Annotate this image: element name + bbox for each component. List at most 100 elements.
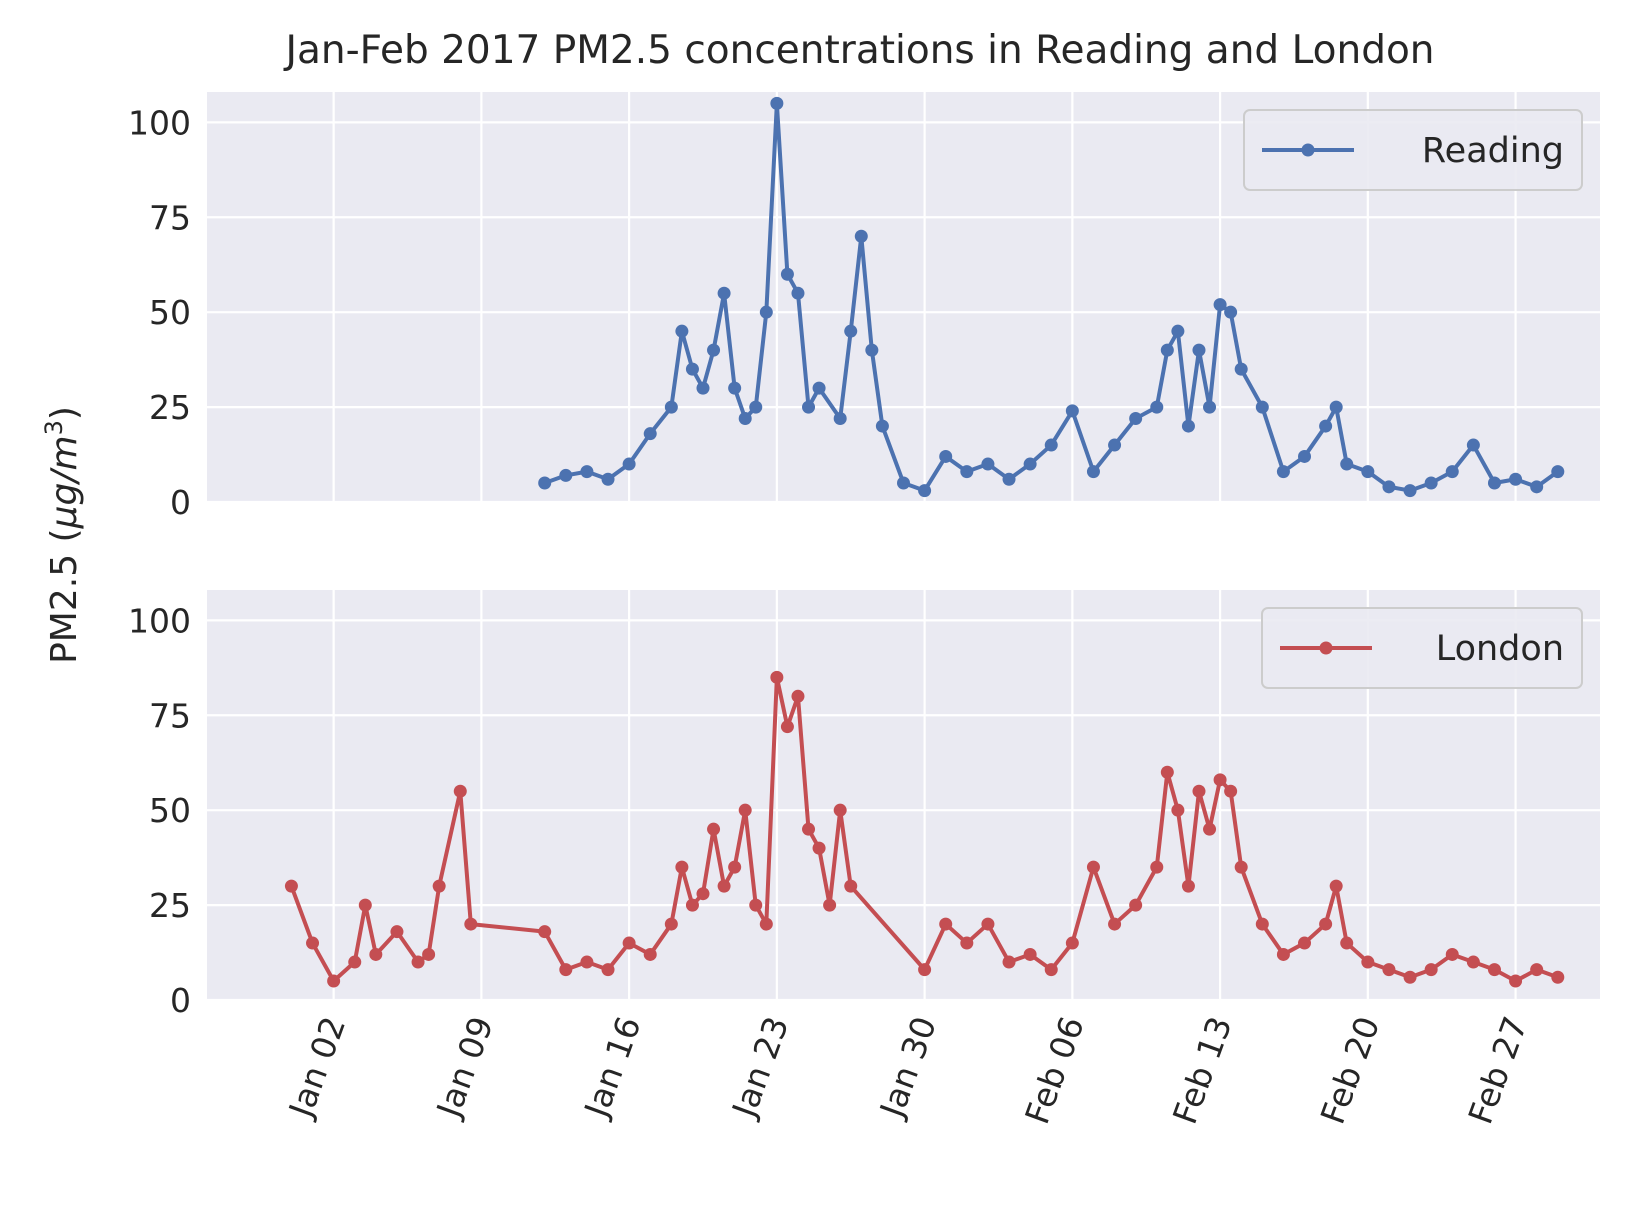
y-tick-label: 100	[128, 103, 191, 142]
data-point-london	[464, 917, 478, 931]
data-point-london	[1224, 784, 1238, 798]
data-point-london	[1108, 917, 1122, 931]
x-tick-label: Jan 16	[576, 1011, 649, 1123]
data-point-london	[1329, 879, 1343, 893]
legend-swatch-marker	[1319, 641, 1333, 655]
data-point-reading	[1509, 472, 1523, 486]
data-point-london	[707, 822, 721, 836]
data-point-reading	[1403, 484, 1417, 498]
data-point-reading	[1213, 298, 1227, 312]
data-point-london	[960, 936, 974, 950]
data-point-london	[1044, 963, 1058, 977]
data-point-london	[1002, 955, 1016, 969]
data-point-london	[1065, 936, 1079, 950]
data-point-reading	[1224, 305, 1238, 319]
data-point-london	[1150, 860, 1164, 874]
data-point-reading	[854, 229, 868, 243]
data-point-london	[685, 898, 699, 912]
data-point-reading	[622, 457, 636, 471]
data-point-london	[833, 803, 847, 817]
data-point-london	[759, 917, 773, 931]
data-point-london	[780, 720, 794, 734]
data-point-reading	[685, 362, 699, 376]
data-point-london	[1340, 936, 1354, 950]
data-point-reading	[1255, 400, 1269, 414]
legend-label: London	[1436, 629, 1564, 669]
data-point-london	[1086, 860, 1100, 874]
data-point-reading	[707, 343, 721, 357]
data-point-london	[369, 947, 383, 961]
data-point-london	[1509, 974, 1523, 988]
data-point-london	[1023, 947, 1037, 961]
data-point-london	[643, 947, 657, 961]
data-point-reading	[1192, 343, 1206, 357]
y-axis-label-main: PM2.5 (	[44, 528, 85, 664]
data-point-london	[1466, 955, 1480, 969]
data-point-reading	[601, 472, 615, 486]
data-point-reading	[1108, 438, 1122, 452]
data-point-reading	[1044, 438, 1058, 452]
data-point-london	[1192, 784, 1206, 798]
x-tick-label: Jan 23	[724, 1011, 797, 1123]
data-point-london	[284, 879, 298, 893]
data-point-london	[1361, 955, 1375, 969]
data-point-reading	[1361, 465, 1375, 479]
y-axis-label-m: m	[44, 435, 85, 470]
legend-box	[1261, 607, 1583, 689]
data-point-london	[939, 917, 953, 931]
data-point-london	[696, 887, 710, 901]
data-point-reading	[1329, 400, 1343, 414]
data-point-london	[348, 955, 362, 969]
data-point-reading	[1023, 457, 1037, 471]
data-point-london	[791, 689, 805, 703]
data-point-london	[770, 670, 784, 684]
data-point-reading	[538, 476, 552, 490]
data-point-reading	[749, 400, 763, 414]
data-point-london	[1487, 963, 1501, 977]
y-tick-label: 75	[149, 696, 191, 735]
data-point-reading	[1551, 465, 1565, 479]
legend-reading: Reading	[1243, 109, 1583, 191]
data-point-reading	[728, 381, 742, 395]
data-point-reading	[1150, 400, 1164, 414]
data-point-reading	[559, 468, 573, 482]
data-point-reading	[1002, 472, 1016, 486]
x-tick-label: Feb 20	[1313, 1011, 1388, 1129]
data-point-reading	[865, 343, 879, 357]
data-point-reading	[1487, 476, 1501, 490]
data-point-reading	[960, 465, 974, 479]
y-tick-label: 25	[149, 388, 191, 427]
data-point-london	[580, 955, 594, 969]
y-tick-label: 0	[170, 483, 191, 522]
data-point-london	[390, 925, 404, 939]
data-point-london	[1530, 963, 1544, 977]
data-point-reading	[1298, 449, 1312, 463]
data-point-reading	[1203, 400, 1217, 414]
data-point-london	[306, 936, 320, 950]
data-point-london	[823, 898, 837, 912]
data-point-london	[422, 947, 436, 961]
y-tick-label: 50	[149, 293, 191, 332]
data-point-london	[1203, 822, 1217, 836]
data-point-london	[1276, 947, 1290, 961]
data-point-london	[675, 860, 689, 874]
data-point-reading	[675, 324, 689, 338]
data-point-london	[1445, 947, 1459, 961]
legend-swatch-marker	[1301, 143, 1315, 157]
y-axis-label-close: )	[44, 406, 85, 420]
data-point-london	[559, 963, 573, 977]
data-point-london	[1319, 917, 1333, 931]
data-point-london	[1129, 898, 1143, 912]
data-point-reading	[664, 400, 678, 414]
data-point-london	[749, 898, 763, 912]
data-point-london	[1255, 917, 1269, 931]
data-point-london	[1160, 765, 1174, 779]
data-point-london	[844, 879, 858, 893]
y-axis-label-mu: µ	[44, 505, 85, 529]
data-point-london	[1403, 970, 1417, 984]
data-point-reading	[1424, 476, 1438, 490]
data-point-reading	[1530, 480, 1544, 494]
data-point-reading	[833, 411, 847, 425]
data-point-reading	[791, 286, 805, 300]
